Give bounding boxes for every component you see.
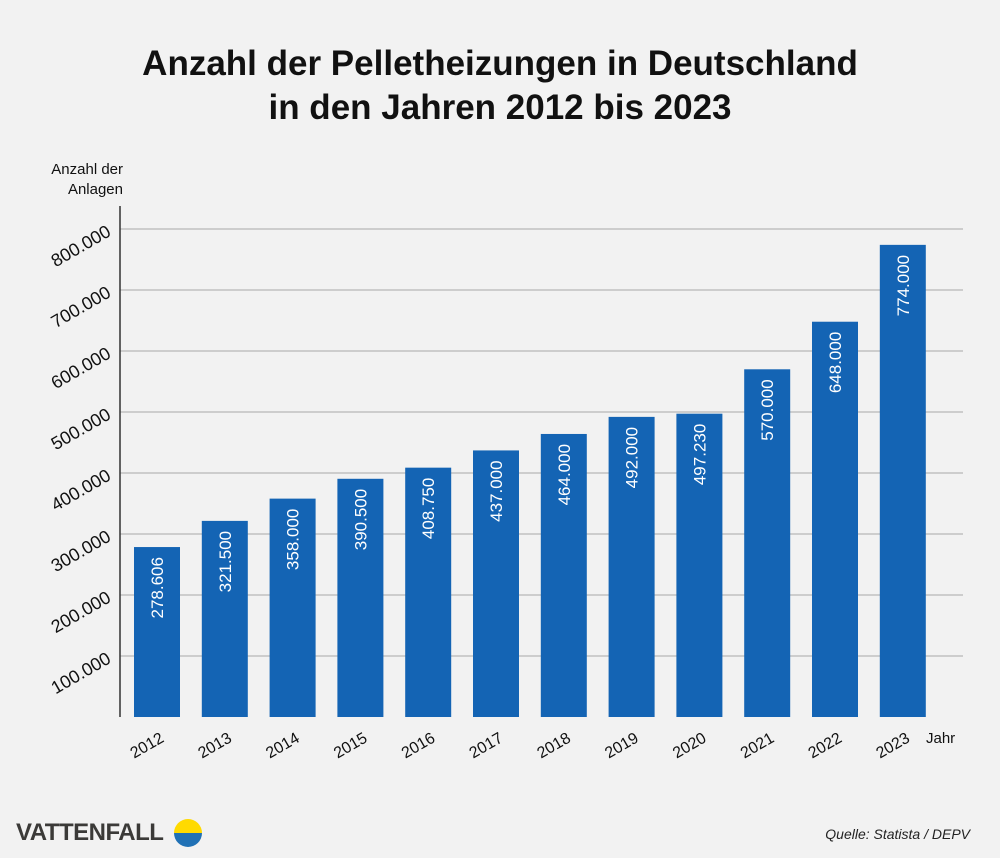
- x-tick-label: 2023: [873, 730, 912, 763]
- brand-circle-icon: [174, 819, 203, 847]
- x-tick-label: 2019: [602, 730, 641, 763]
- data-label: 648.000: [826, 332, 845, 393]
- data-label: 464.000: [555, 444, 574, 505]
- data-label: 278.606: [148, 557, 167, 618]
- y-tick-label: 200.000: [48, 587, 114, 637]
- data-label: 437.000: [487, 460, 506, 521]
- bar-2013: [201, 520, 248, 717]
- bar-2019: [608, 416, 655, 717]
- x-tick-label: 2017: [467, 730, 506, 763]
- y-tick-label: 800.000: [48, 221, 114, 271]
- bar-2023: [879, 244, 926, 718]
- data-label: 497.230: [690, 424, 709, 485]
- y-tick-label: 300.000: [48, 526, 114, 576]
- y-tick-label: 700.000: [48, 282, 114, 332]
- brand-name: VATTENFALL: [16, 819, 164, 846]
- x-tick-label: 2021: [738, 730, 777, 763]
- x-axis-label: Jahr: [926, 730, 955, 747]
- bar-2016: [405, 467, 452, 717]
- bar-2017: [473, 450, 519, 717]
- bar-2015: [337, 478, 384, 717]
- y-tick-label: 600.000: [48, 343, 114, 393]
- bar-2021: [744, 369, 791, 717]
- x-tick-label: 2015: [331, 730, 370, 763]
- source-note: Quelle: Statista / DEPV: [825, 826, 970, 842]
- bar-2020: [676, 413, 723, 717]
- x-tick-label: 2020: [670, 730, 709, 763]
- data-label: 390.500: [351, 489, 370, 550]
- title-line-2: in den Jahren 2012 bis 2023: [268, 88, 732, 127]
- data-label: 570.000: [758, 379, 777, 440]
- y-tick-label: 100.000: [48, 648, 114, 698]
- bar-2022: [812, 321, 858, 717]
- vattenfall-logo: VATTENFALL: [16, 818, 203, 848]
- data-label: 321.500: [216, 531, 235, 592]
- y-tick-label: 500.000: [48, 404, 114, 454]
- x-tick-label: 2014: [263, 730, 302, 763]
- y-tick-label: 400.000: [48, 465, 114, 515]
- chart-title: Anzahl der Pelletheizungen in Deutschlan…: [0, 42, 1000, 130]
- x-tick-label: 2016: [399, 730, 438, 763]
- y-axis-label: Anzahl der Anlagen: [51, 161, 123, 198]
- bar-2018: [540, 433, 587, 717]
- x-tick-label: 2012: [128, 730, 167, 763]
- data-label: 774.000: [894, 255, 913, 316]
- x-tick-label: 2018: [534, 730, 573, 763]
- bar-2012: [134, 547, 180, 717]
- data-label: 358.000: [284, 509, 303, 570]
- data-label: 408.750: [419, 478, 438, 539]
- bar-2014: [269, 498, 316, 717]
- data-label: 492.000: [623, 427, 642, 488]
- x-tick-label: 2013: [195, 730, 234, 763]
- bar-chart: 100.000 200.000 300.000 400.000 500.000 600.0…: [48, 206, 963, 763]
- x-tick-label: 2022: [806, 730, 845, 763]
- title-line-1: Anzahl der Pelletheizungen in Deutschlan…: [142, 44, 858, 83]
